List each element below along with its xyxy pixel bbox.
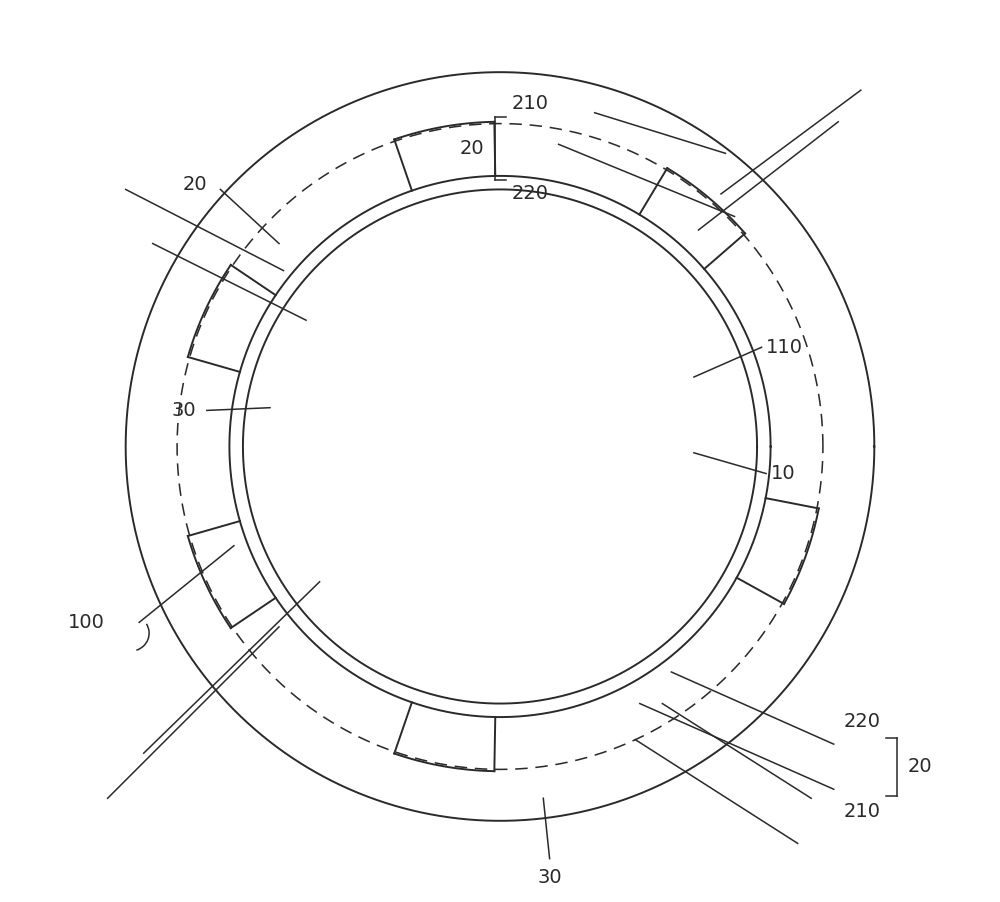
Text: 110: 110 <box>766 337 803 357</box>
Text: 30: 30 <box>537 868 562 887</box>
Text: 100: 100 <box>68 612 105 632</box>
Text: 20: 20 <box>182 175 207 195</box>
Text: 220: 220 <box>844 712 881 732</box>
Text: 210: 210 <box>844 802 881 822</box>
Text: 220: 220 <box>512 184 549 204</box>
Text: 20: 20 <box>460 139 485 159</box>
Text: 20: 20 <box>908 757 932 777</box>
Text: 210: 210 <box>512 94 549 114</box>
Text: 30: 30 <box>171 400 196 420</box>
Text: 10: 10 <box>771 464 795 483</box>
